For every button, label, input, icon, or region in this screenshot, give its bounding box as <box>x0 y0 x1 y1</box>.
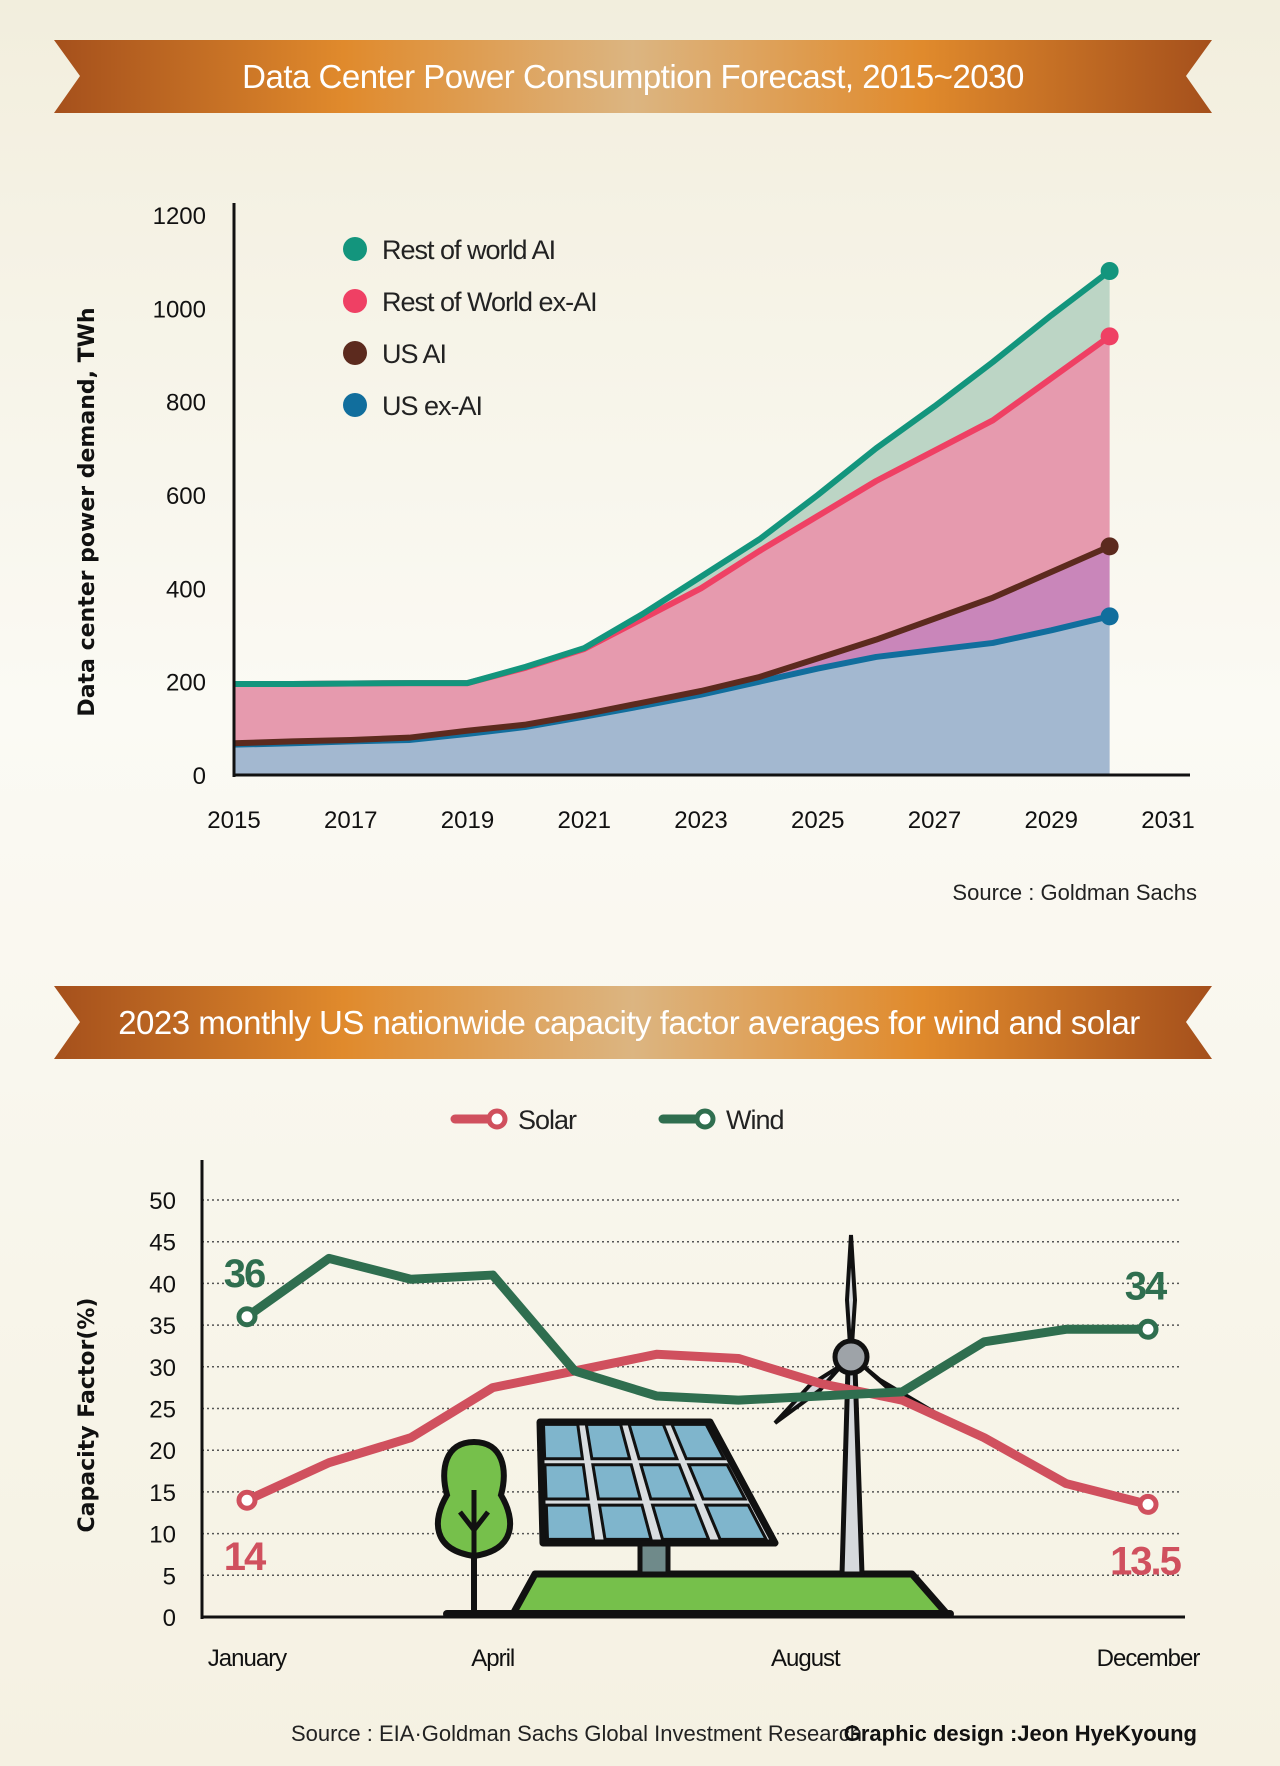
y-tick-label: 35 <box>149 1313 176 1340</box>
line-rest-of-world-ai <box>234 268 1112 687</box>
x-tick-label: 2023 <box>674 807 727 834</box>
start-label-solar: 14 <box>224 1535 267 1579</box>
y-tick-label: 40 <box>149 1271 176 1298</box>
y-tick-label: 400 <box>166 576 206 603</box>
x-tick-label: 2025 <box>791 807 844 834</box>
y-tick-label: 15 <box>149 1480 176 1507</box>
end-point <box>1100 607 1119 626</box>
line-wind <box>244 1253 1148 1405</box>
legend-wind-label: Wind <box>726 1105 784 1135</box>
legend-marker <box>343 341 367 365</box>
y-tick-label: 600 <box>166 483 206 510</box>
y-tick-label: 10 <box>149 1522 176 1549</box>
legend-marker <box>343 237 367 261</box>
x-tick-label: April <box>471 1645 514 1672</box>
x-tick-label: January <box>208 1645 287 1672</box>
y-tick-label: 1200 <box>153 203 206 230</box>
line-us-ai <box>233 543 1111 747</box>
end-point <box>1100 262 1119 280</box>
x-tick-label: 2019 <box>441 807 494 834</box>
y-tick-label: 5 <box>163 1563 176 1590</box>
legend-solar-label: Solar <box>518 1105 577 1135</box>
area-rest-of-world-ex-ai <box>234 336 1110 744</box>
end-point <box>1100 537 1119 556</box>
y-tick-label: 0 <box>193 763 206 790</box>
chart-2-title: 2023 monthly US nationwide capacity fact… <box>118 1004 1140 1041</box>
point-wind <box>236 1306 258 1328</box>
area-us-ai <box>234 546 1110 745</box>
legend-wind: Wind <box>658 1105 785 1135</box>
title-banner-1: Data Center Power Consumption Forecast, … <box>54 40 1212 113</box>
chart-2-ylabel: Capacity Factor(%) <box>75 1298 100 1533</box>
x-tick-label: 2017 <box>324 807 377 834</box>
y-tick-label: 200 <box>166 670 206 697</box>
chart-1-source: Source : Goldman Sachs <box>952 880 1197 905</box>
tree-icon <box>434 1438 514 1614</box>
capacity-factor-chart: 0 5 10 15 20 25 30 35 40 45 50 January April August De… <box>149 1160 1201 1672</box>
x-tick-label: 2021 <box>558 807 611 834</box>
x-tick-label: December <box>1097 1645 1201 1672</box>
chart-1-ylabel: Data center power demand, TWh <box>75 307 100 716</box>
solar-panel-icon <box>536 1418 779 1577</box>
renewable-illustration <box>434 1234 954 1618</box>
y-tick-label: 50 <box>149 1188 176 1215</box>
y-tick-label: 30 <box>149 1355 176 1382</box>
end-label-solar: 13.5 <box>1110 1539 1182 1583</box>
chart-1-title: Data Center Power Consumption Forecast, … <box>242 58 1024 95</box>
y-tick-label: 1000 <box>153 296 206 323</box>
ground-icon <box>443 1570 954 1618</box>
legend-label: Rest of world AI <box>382 235 555 265</box>
title-banner-2: 2023 monthly US nationwide capacity fact… <box>54 986 1212 1059</box>
y-tick-label: 20 <box>149 1438 176 1465</box>
y-tick-label: 800 <box>166 390 206 417</box>
design-credit: Graphic design :Jeon HyeKyoung <box>844 1721 1197 1746</box>
legend-label: Rest of World ex-AI <box>382 287 597 317</box>
y-tick-label: 25 <box>149 1397 176 1424</box>
point-solar <box>236 1489 258 1511</box>
legend-marker <box>343 393 367 417</box>
end-label-wind: 34 <box>1125 1264 1168 1308</box>
x-tick-label: August <box>771 1645 841 1672</box>
end-point <box>1100 327 1119 346</box>
legend-label: US AI <box>382 339 446 369</box>
line-solar <box>245 1349 1150 1509</box>
y-tick-label: 0 <box>163 1605 176 1632</box>
x-tick-label: 2027 <box>908 807 961 834</box>
point-wind <box>1137 1318 1159 1340</box>
legend-label: US ex-AI <box>382 391 482 421</box>
power-forecast-chart: 0 200 400 600 800 1000 1200 2015 2017 2019 2021 202… <box>153 203 1195 834</box>
x-tick-label: 2015 <box>207 807 260 834</box>
x-tick-label: 2031 <box>1141 807 1194 834</box>
x-tick-label: 2029 <box>1025 807 1078 834</box>
point-solar <box>1137 1493 1159 1515</box>
legend-solar: Solar <box>450 1105 578 1135</box>
y-tick-label: 45 <box>149 1230 176 1257</box>
legend-marker <box>343 289 367 313</box>
chart-2-source: Source : EIA·Goldman Sachs Global Invest… <box>291 1721 862 1746</box>
start-label-wind: 36 <box>224 1252 265 1296</box>
